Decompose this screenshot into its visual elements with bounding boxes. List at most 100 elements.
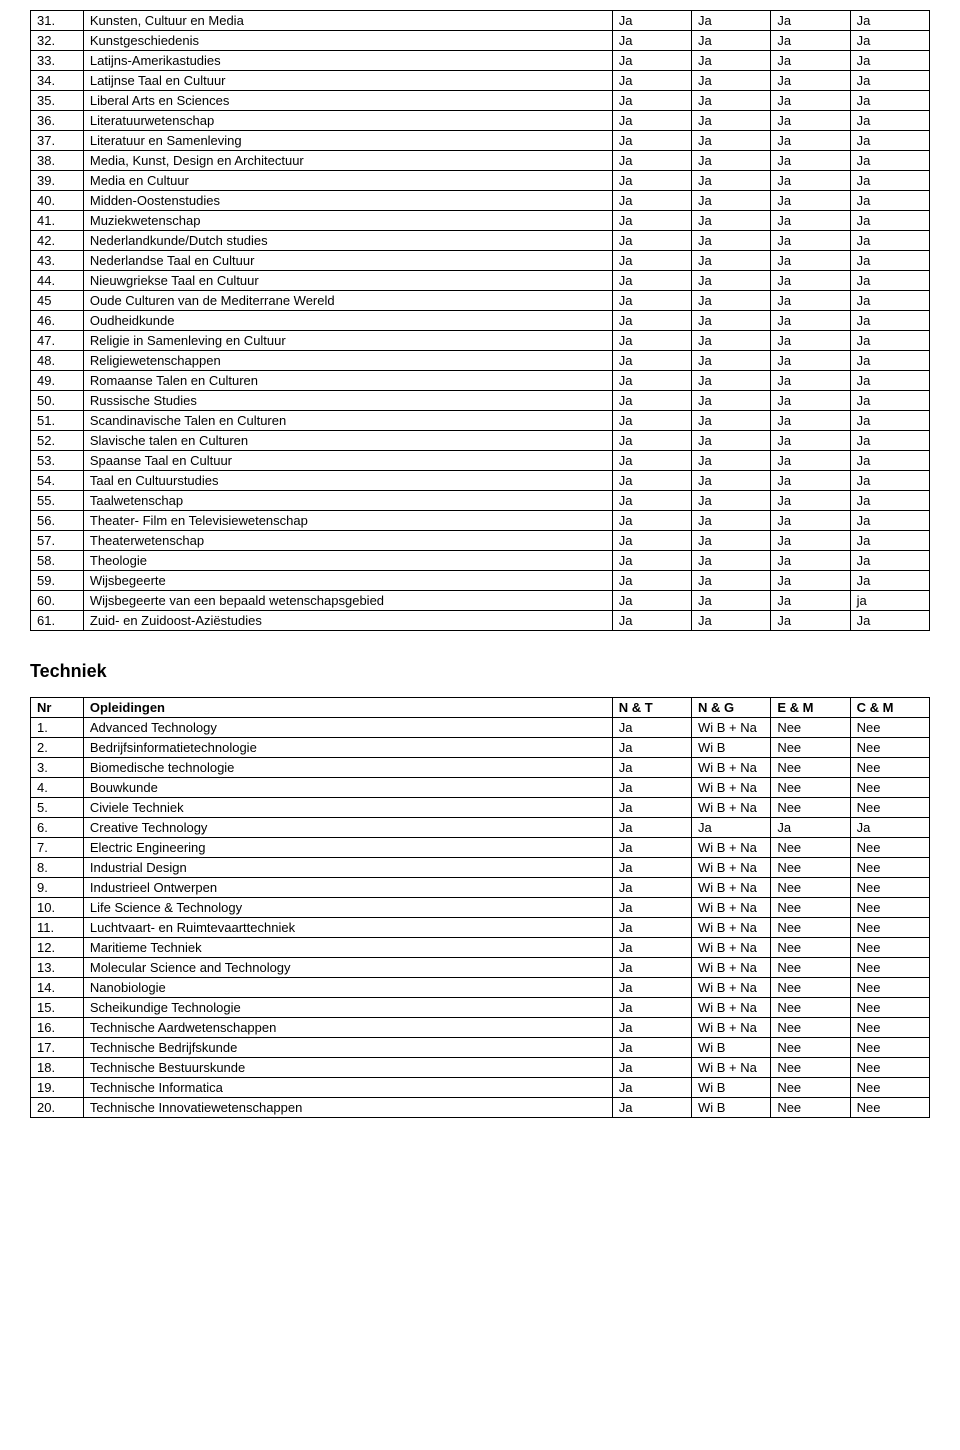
cell-col2: Ja <box>692 71 771 91</box>
cell-col4: Nee <box>850 1098 929 1118</box>
cell-col2: Ja <box>692 91 771 111</box>
table-row: 60.Wijsbegeerte van een bepaald wetensch… <box>31 591 930 611</box>
cell-col4: Ja <box>850 111 929 131</box>
cell-col2: N & G <box>692 698 771 718</box>
cell-col2: Ja <box>692 31 771 51</box>
cell-col3: Ja <box>771 191 850 211</box>
table-row: 32.KunstgeschiedenisJaJaJaJa <box>31 31 930 51</box>
cell-col3: Nee <box>771 1038 850 1058</box>
cell-col1: Ja <box>612 111 691 131</box>
cell-name: Nederlandkunde/Dutch studies <box>83 231 612 251</box>
cell-col2: Ja <box>692 511 771 531</box>
cell-col1: Ja <box>612 998 691 1018</box>
cell-col2: Wi B <box>692 738 771 758</box>
cell-col2: Wi B + Na <box>692 798 771 818</box>
cell-col3: Nee <box>771 938 850 958</box>
cell-col4: Nee <box>850 858 929 878</box>
table-row: 20.Technische InnovatiewetenschappenJaWi… <box>31 1098 930 1118</box>
cell-col2: Ja <box>692 251 771 271</box>
cell-name: Industrial Design <box>83 858 612 878</box>
cell-col2: Ja <box>692 131 771 151</box>
cell-nr: 8. <box>31 858 84 878</box>
cell-name: Latijns-Amerikastudies <box>83 51 612 71</box>
cell-col3: Ja <box>771 611 850 631</box>
cell-col2: Ja <box>692 351 771 371</box>
cell-col4: Ja <box>850 171 929 191</box>
cell-nr: 42. <box>31 231 84 251</box>
table-row: 46.OudheidkundeJaJaJaJa <box>31 311 930 331</box>
cell-col3: Ja <box>771 271 850 291</box>
cell-name: Technische Innovatiewetenschappen <box>83 1098 612 1118</box>
cell-col4: Ja <box>850 491 929 511</box>
cell-col4: Nee <box>850 978 929 998</box>
cell-col3: Nee <box>771 898 850 918</box>
cell-col1: Ja <box>612 738 691 758</box>
table-row: 7.Electric EngineeringJaWi B + NaNeeNee <box>31 838 930 858</box>
cell-name: Technische Informatica <box>83 1078 612 1098</box>
table-row: 52.Slavische talen en CulturenJaJaJaJa <box>31 431 930 451</box>
cell-nr: 50. <box>31 391 84 411</box>
cell-col4: Nee <box>850 1058 929 1078</box>
cell-col1: Ja <box>612 71 691 91</box>
cell-nr: 58. <box>31 551 84 571</box>
table-row: 34.Latijnse Taal en CultuurJaJaJaJa <box>31 71 930 91</box>
cell-name: Life Science & Technology <box>83 898 612 918</box>
cell-col2: Wi B + Na <box>692 938 771 958</box>
cell-col4: Ja <box>850 131 929 151</box>
table-row: 19.Technische InformaticaJaWi BNeeNee <box>31 1078 930 1098</box>
cell-name: Creative Technology <box>83 818 612 838</box>
cell-col2: Ja <box>692 431 771 451</box>
table-row: 38.Media, Kunst, Design en ArchitectuurJ… <box>31 151 930 171</box>
cell-nr: 43. <box>31 251 84 271</box>
cell-col4: ja <box>850 591 929 611</box>
cell-nr: 15. <box>31 998 84 1018</box>
cell-col3: Ja <box>771 431 850 451</box>
table-row: 14.NanobiologieJaWi B + NaNeeNee <box>31 978 930 998</box>
cell-col3: Ja <box>771 491 850 511</box>
cell-name: Luchtvaart- en Ruimtevaarttechniek <box>83 918 612 938</box>
cell-col1: Ja <box>612 411 691 431</box>
cell-col4: Ja <box>850 571 929 591</box>
cell-name: Taalwetenschap <box>83 491 612 511</box>
cell-col1: Ja <box>612 231 691 251</box>
cell-col3: Ja <box>771 231 850 251</box>
cell-nr: 13. <box>31 958 84 978</box>
cell-col3: Ja <box>771 311 850 331</box>
cell-nr: 37. <box>31 131 84 151</box>
cell-col1: Ja <box>612 571 691 591</box>
cell-col4: Nee <box>850 918 929 938</box>
cell-nr: 34. <box>31 71 84 91</box>
cell-name: Liberal Arts en Sciences <box>83 91 612 111</box>
table-row: 3.Biomedische technologieJaWi B + NaNeeN… <box>31 758 930 778</box>
cell-name: Wijsbegeerte van een bepaald wetenschaps… <box>83 591 612 611</box>
cell-nr: 2. <box>31 738 84 758</box>
cell-col1: Ja <box>612 511 691 531</box>
cell-col2: Wi B <box>692 1098 771 1118</box>
cell-name: Oudheidkunde <box>83 311 612 331</box>
cell-col2: Ja <box>692 171 771 191</box>
cell-col3: Ja <box>771 471 850 491</box>
cell-col1: Ja <box>612 91 691 111</box>
cell-name: Zuid- en Zuidoost-Aziëstudies <box>83 611 612 631</box>
cell-col2: Ja <box>692 471 771 491</box>
cell-name: Electric Engineering <box>83 838 612 858</box>
cell-name: Bedrijfsinformatietechnologie <box>83 738 612 758</box>
cell-nr: 60. <box>31 591 84 611</box>
cell-col1: Ja <box>612 611 691 631</box>
cell-col1: Ja <box>612 818 691 838</box>
table-header-row: NrOpleidingenN & TN & GE & MC & M <box>31 698 930 718</box>
cell-nr: 17. <box>31 1038 84 1058</box>
cell-col2: Wi B <box>692 1038 771 1058</box>
cell-nr: 44. <box>31 271 84 291</box>
cell-col3: Ja <box>771 551 850 571</box>
cell-col2: Wi B + Na <box>692 718 771 738</box>
table-row: 61.Zuid- en Zuidoost-AziëstudiesJaJaJaJa <box>31 611 930 631</box>
cell-col1: Ja <box>612 11 691 31</box>
cell-col4: Ja <box>850 411 929 431</box>
cell-col1: Ja <box>612 551 691 571</box>
cell-col3: Nee <box>771 798 850 818</box>
table-row: 37.Literatuur en SamenlevingJaJaJaJa <box>31 131 930 151</box>
cell-col1: N & T <box>612 698 691 718</box>
cell-col1: Ja <box>612 331 691 351</box>
table-row: 47.Religie in Samenleving en CultuurJaJa… <box>31 331 930 351</box>
